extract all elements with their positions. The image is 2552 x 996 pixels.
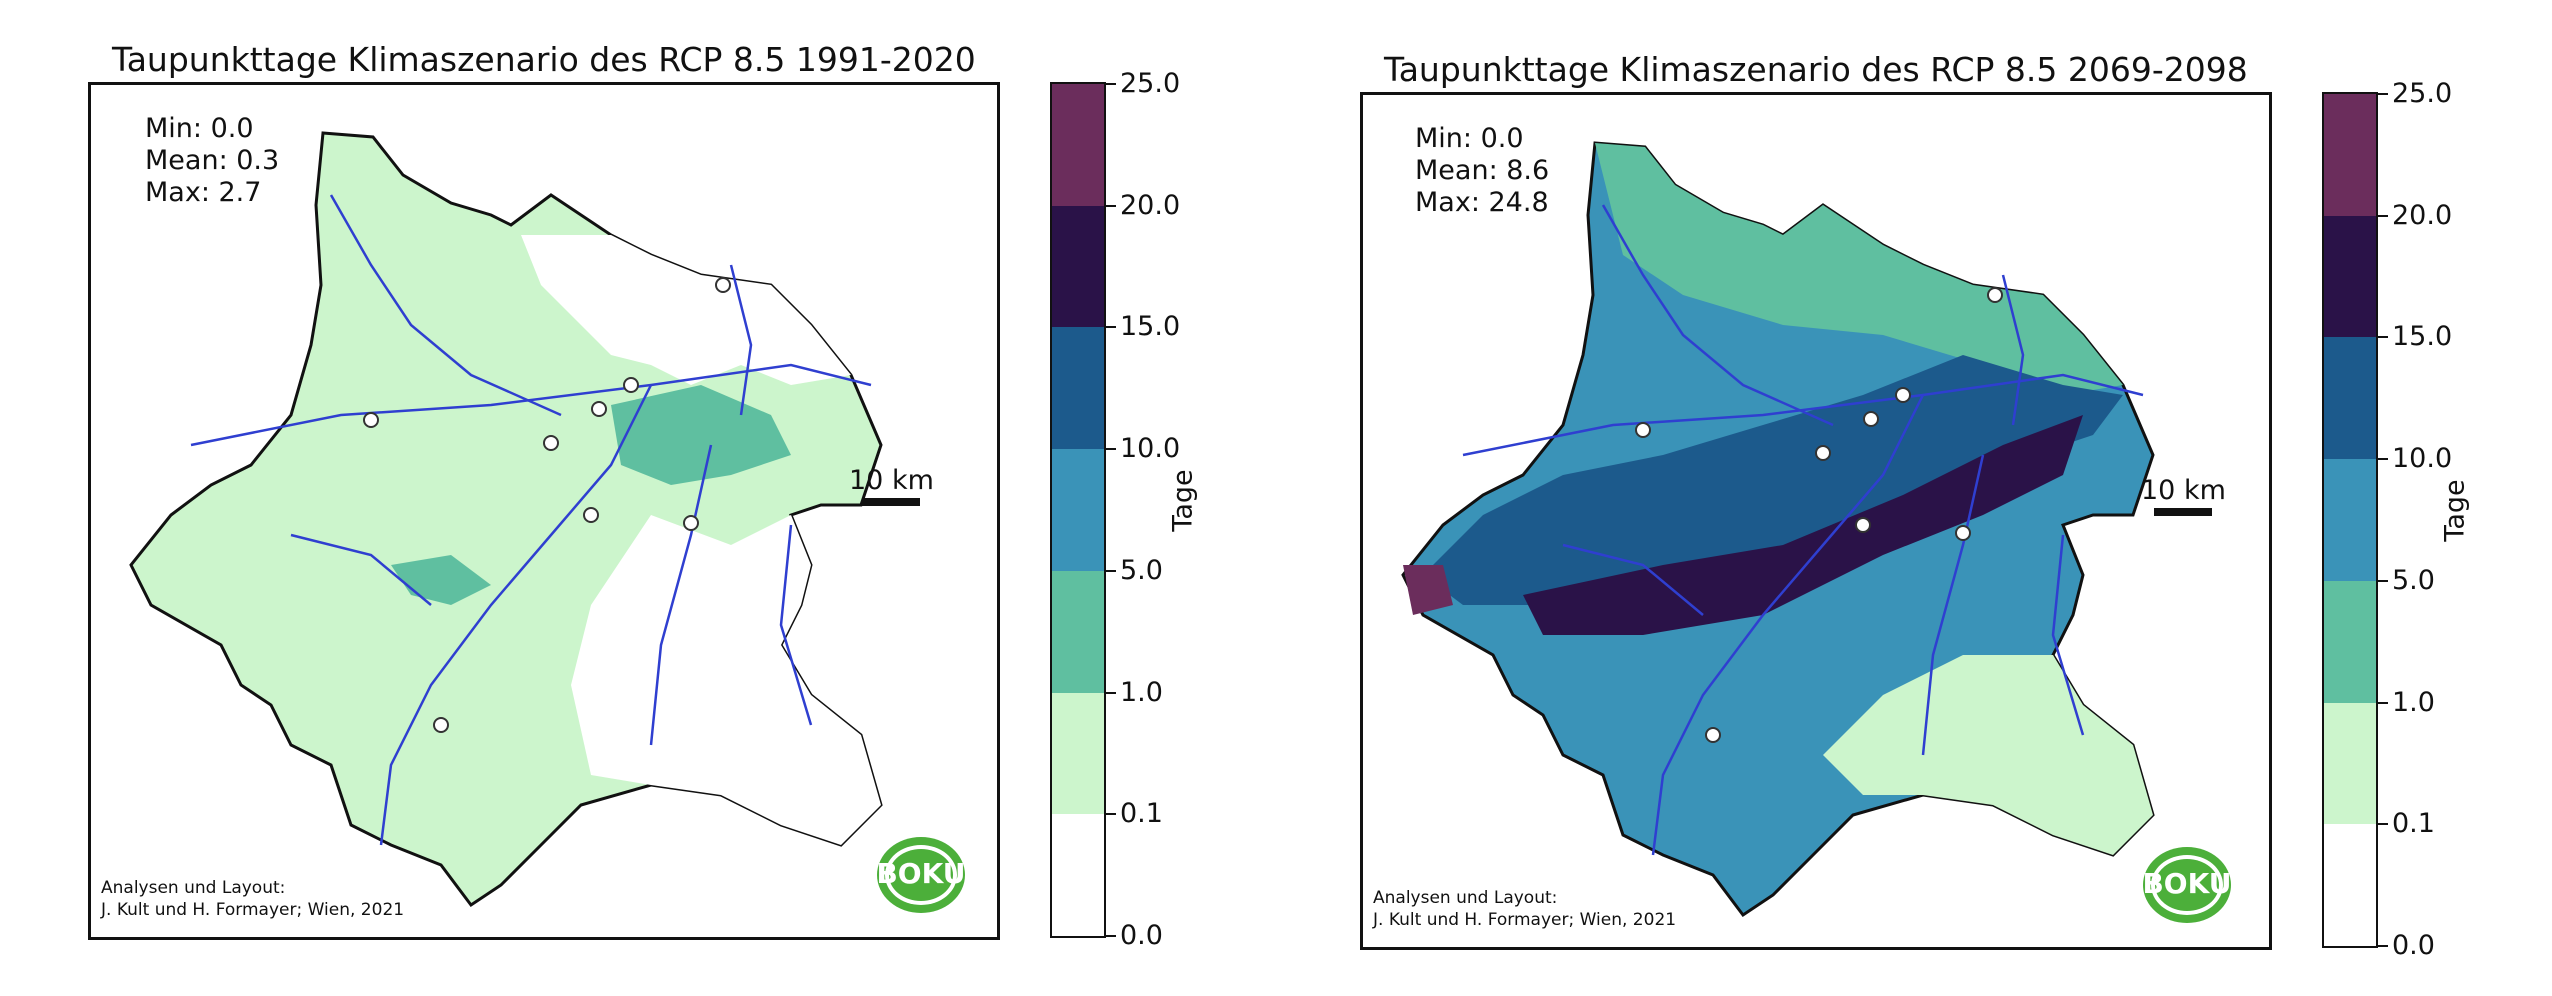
mid-area-north xyxy=(1595,143,2123,395)
colorbar-tick-label: 15.0 xyxy=(1120,311,1181,343)
colorbar-tick xyxy=(1106,448,1116,451)
colorbar-segment xyxy=(2324,702,2376,825)
colorbar-segment xyxy=(1052,570,1104,693)
scale-bar: 10 km xyxy=(849,465,934,506)
stats-box: Min: 0.0 Mean: 0.3 Max: 2.7 xyxy=(145,113,279,209)
extreme-spot xyxy=(1403,565,1453,615)
colorbar-tick xyxy=(2378,823,2388,826)
colorbar-axis-label: Tage xyxy=(2439,479,2471,542)
credit-line-1: Analysen und Layout: xyxy=(101,878,286,898)
scale-label: 10 km xyxy=(849,465,934,496)
colorbar-tick xyxy=(2378,701,2388,704)
city-markers xyxy=(1635,287,2003,743)
scale-bar-line xyxy=(862,498,921,506)
map-title: Taupunkttage Klimaszenario des RCP 8.5 2… xyxy=(1384,50,2248,89)
colorbar-axis-label: Tage xyxy=(1167,469,1199,532)
high-area-central xyxy=(1423,355,2123,605)
colorbar-segment xyxy=(1052,327,1104,450)
scale-bar: 10 km xyxy=(2141,475,2226,516)
colorbar-tick-label: 0.0 xyxy=(1120,920,1163,951)
map-title: Taupunkttage Klimaszenario des RCP 8.5 1… xyxy=(112,40,976,79)
credit-line-2: J. Kult und H. Formayer; Wien, 2021 xyxy=(1373,910,1677,930)
colorbar-tick xyxy=(1106,935,1116,937)
colorbar-segment xyxy=(2324,459,2376,581)
colorbar-segment xyxy=(1052,205,1104,328)
colorbar-tick xyxy=(2378,945,2388,947)
low-band-central xyxy=(611,385,791,485)
colorbar-tick-label: 5.0 xyxy=(1120,554,1163,586)
colorbar-segment xyxy=(2324,824,2376,946)
low-area-south xyxy=(1823,655,2153,855)
colorbar xyxy=(1050,82,1106,938)
credit-text: Analysen und Layout: J. Kult und H. Form… xyxy=(101,877,405,921)
colorbar-tick xyxy=(1106,204,1116,207)
colorbar-tick xyxy=(1106,83,1116,85)
colorbar-tick-label: 25.0 xyxy=(2392,78,2453,109)
colorbar-tick-label: 25.0 xyxy=(1120,68,1181,99)
rivers xyxy=(190,194,872,846)
colorbar-tick-label: 0.1 xyxy=(1120,798,1163,830)
colorbar-segment xyxy=(2324,580,2376,703)
colorbar-tick-label: 10.0 xyxy=(1120,433,1181,465)
colorbar-segment xyxy=(2324,337,2376,460)
stat-mean: Mean: 0.3 xyxy=(145,145,280,176)
colorbar-tick-label: 1.0 xyxy=(2392,686,2435,718)
colorbar-segment xyxy=(1052,449,1104,571)
credit-text: Analysen und Layout: J. Kult und H. Form… xyxy=(1373,887,1677,931)
scale-label: 10 km xyxy=(2141,475,2226,506)
very-high-band xyxy=(1523,415,2083,635)
colorbar-segment xyxy=(2324,94,2376,216)
colorbar-tick xyxy=(1106,691,1116,694)
scale-bar-line xyxy=(2154,508,2213,516)
credit-line-2: J. Kult und H. Formayer; Wien, 2021 xyxy=(101,900,405,920)
boku-logo-text: BOKU xyxy=(876,857,966,890)
colorbar-tick xyxy=(2378,214,2388,217)
colorbar-segment xyxy=(1052,692,1104,815)
stat-min: Min: 0.0 xyxy=(1415,123,1524,154)
stats-box: Min: 0.0 Mean: 8.6 Max: 24.8 xyxy=(1415,123,1549,219)
colorbar-segment xyxy=(1052,814,1104,936)
colorbar-tick-label: 5.0 xyxy=(2392,564,2435,596)
map-frame: Min: 0.0 Mean: 0.3 Max: 2.7 10 km Analys… xyxy=(88,82,1000,940)
boku-logo-text: BOKU xyxy=(2142,867,2232,900)
stat-min: Min: 0.0 xyxy=(145,113,254,144)
stat-max: Max: 24.8 xyxy=(1415,187,1549,218)
colorbar xyxy=(2322,92,2378,948)
upper-austria-map xyxy=(129,131,883,908)
map-panel-2069-2098: Taupunkttage Klimaszenario des RCP 8.5 2… xyxy=(1276,0,2552,996)
colorbar-tick-label: 1.0 xyxy=(1120,676,1163,708)
colorbar-tick-label: 0.0 xyxy=(2392,930,2435,961)
map-frame: Min: 0.0 Mean: 8.6 Max: 24.8 10 km Analy… xyxy=(1360,92,2272,950)
white-area-south xyxy=(571,515,881,845)
boku-logo xyxy=(2143,847,2231,923)
map-panel-1991-2020: Taupunkttage Klimaszenario des RCP 8.5 1… xyxy=(88,40,1199,951)
city-markers xyxy=(363,277,731,733)
boku-logo xyxy=(877,837,965,913)
colorbar-tick-label: 10.0 xyxy=(2392,443,2453,475)
rivers xyxy=(1462,204,2144,856)
colorbar-tick-label: 15.0 xyxy=(2392,321,2453,353)
colorbar-tick xyxy=(2378,458,2388,461)
colorbar-tick xyxy=(1106,569,1116,572)
white-area-east xyxy=(521,235,851,385)
stat-mean: Mean: 8.6 xyxy=(1415,155,1550,186)
stat-max: Max: 2.7 xyxy=(145,177,262,208)
colorbar-tick xyxy=(2378,336,2388,339)
colorbar-tick xyxy=(2378,93,2388,95)
colorbar-segment xyxy=(1052,84,1104,206)
colorbar-tick xyxy=(1106,813,1116,816)
colorbar-tick xyxy=(2378,579,2388,582)
colorbar-tick-label: 0.1 xyxy=(2392,808,2435,840)
colorbar-tick-label: 20.0 xyxy=(2392,199,2453,231)
colorbar-tick-label: 20.0 xyxy=(1120,189,1181,221)
credit-line-1: Analysen und Layout: xyxy=(1373,888,1558,908)
colorbar-tick xyxy=(1106,326,1116,329)
upper-austria-map xyxy=(1401,141,2155,918)
colorbar-segment xyxy=(2324,215,2376,338)
